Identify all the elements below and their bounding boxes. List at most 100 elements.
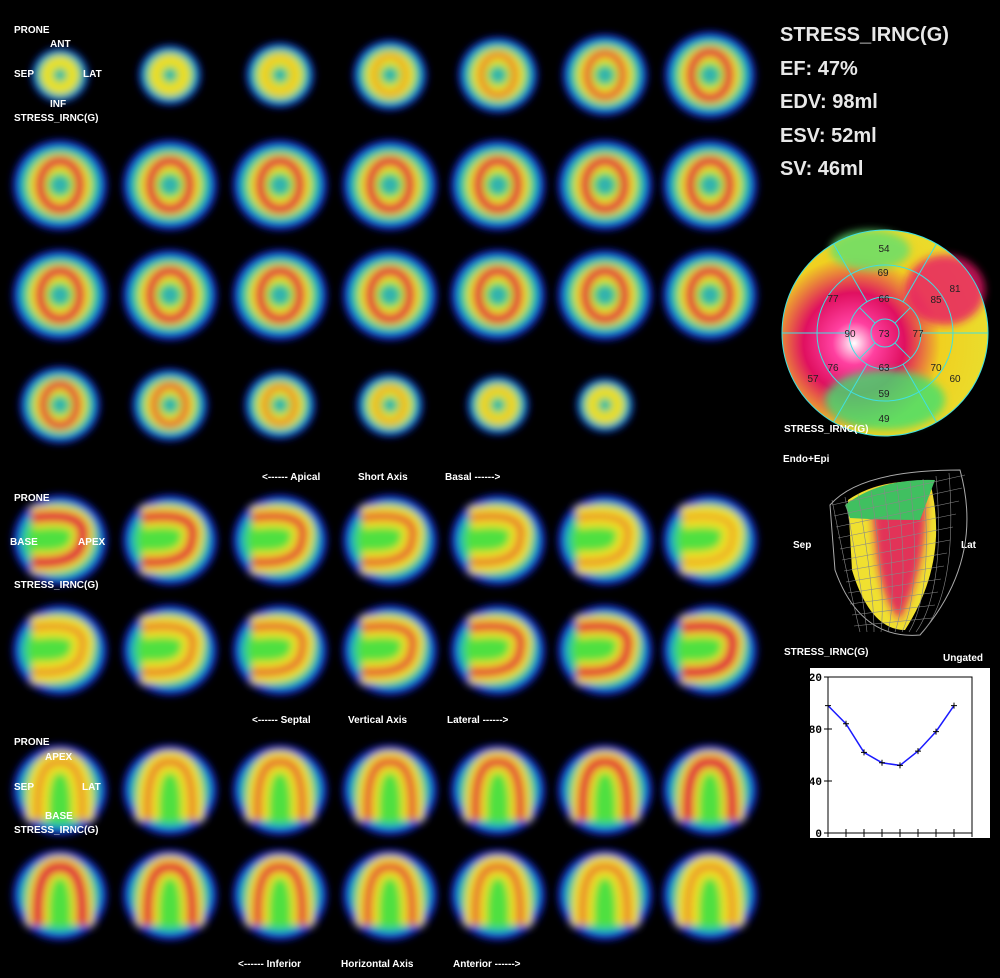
mesh-line [851,604,936,616]
wall-red [34,759,86,821]
y-tick-label: 80 [809,725,822,737]
cavity [52,397,68,413]
mesh-line [849,591,939,605]
cavity [381,286,399,304]
plot-frame [827,676,973,834]
segment-value: 90 [844,329,856,340]
mesh-line [833,487,963,517]
volume-line [827,705,955,767]
mesh-line [853,617,933,627]
caption: <------ Septal [252,715,311,726]
cavity [490,67,506,83]
endo-hot [870,486,926,620]
polar-cool [830,230,910,270]
y-tick-label: 120 [802,673,822,685]
cavity [51,176,69,194]
polar-hot [905,255,985,325]
annotation: Ungated [943,653,983,664]
slice-image [31,48,89,102]
slice-image [562,34,648,116]
radial [902,243,937,303]
segment-value: 57 [807,374,819,385]
cavity [383,398,397,412]
wall-red [576,513,631,566]
mesh-line [857,493,875,633]
cavity [161,286,179,304]
wall-red [264,56,296,94]
slice-image [13,745,107,835]
slice-image [343,495,437,585]
wall-red [255,266,305,324]
slice-image [343,605,437,695]
wall-red [39,380,81,430]
wall-red [580,156,630,214]
mesh-line [831,499,861,633]
wall-red [469,513,525,566]
wall-red [685,266,735,324]
ring [870,318,900,348]
panel-label: STRESS_IRNC(G) [14,580,98,591]
wall-red [361,622,418,677]
orient: BASE [10,537,38,548]
slice-image [343,250,437,340]
cavity [492,399,504,411]
slice-image [13,605,107,695]
ef: EF: 47% [780,58,858,80]
slice-image [13,250,107,340]
mesh-line [883,487,893,633]
radial [833,243,868,303]
caption: Basal ------> [445,472,500,483]
wall-red [577,756,633,821]
slice-image [558,250,652,340]
orient: PRONE [14,493,50,504]
orient: INF [50,99,66,110]
x-tick-label: 7 [933,841,940,853]
slice-image [451,850,545,940]
slice-image [20,366,100,444]
wall-red [471,757,525,821]
wall-red [686,47,734,103]
caption: Horizontal Axis [341,959,414,970]
orient: PRONE [14,737,50,748]
caption: Lateral ------> [447,715,509,726]
slice-image [451,250,545,340]
wall-red [145,156,195,214]
wall-yellow [477,384,519,426]
wall-red [363,862,417,926]
edv: EDV: 98ml [780,91,878,113]
segment-value: 76 [827,363,839,374]
slice-image [123,745,217,835]
orient: BASE [45,811,73,822]
mesh-line [844,496,868,633]
wall-red [681,620,739,678]
wall-yellow [257,52,303,98]
orient: LAT [82,782,101,793]
panel-label: STRESS_IRNC(G) [784,424,868,435]
wall-red [253,862,307,926]
slice-image [558,850,652,940]
mesh-line [837,513,957,539]
segment-value: 49 [878,414,890,425]
wall-red [251,511,308,567]
wall-red [32,861,88,926]
radial [833,363,868,423]
slice-image [233,495,327,585]
x-tick-label: 9 [969,841,976,853]
orient: SEP [14,69,34,80]
segment-value: 54 [878,244,890,255]
panel-label: STRESS_IRNC(G) [14,825,98,836]
wall-red [251,622,307,676]
wall-red [374,386,406,424]
cavity [381,176,399,194]
wall-yellow [149,54,191,96]
cavity [701,66,719,84]
point [915,748,921,755]
cavity [701,286,719,304]
mesh-line [870,490,883,633]
orient: APEX [78,537,106,548]
wall-red [365,266,415,324]
slice-image [233,745,327,835]
slice-image [233,850,327,940]
wall-red [592,390,618,420]
slice-image [467,375,529,435]
